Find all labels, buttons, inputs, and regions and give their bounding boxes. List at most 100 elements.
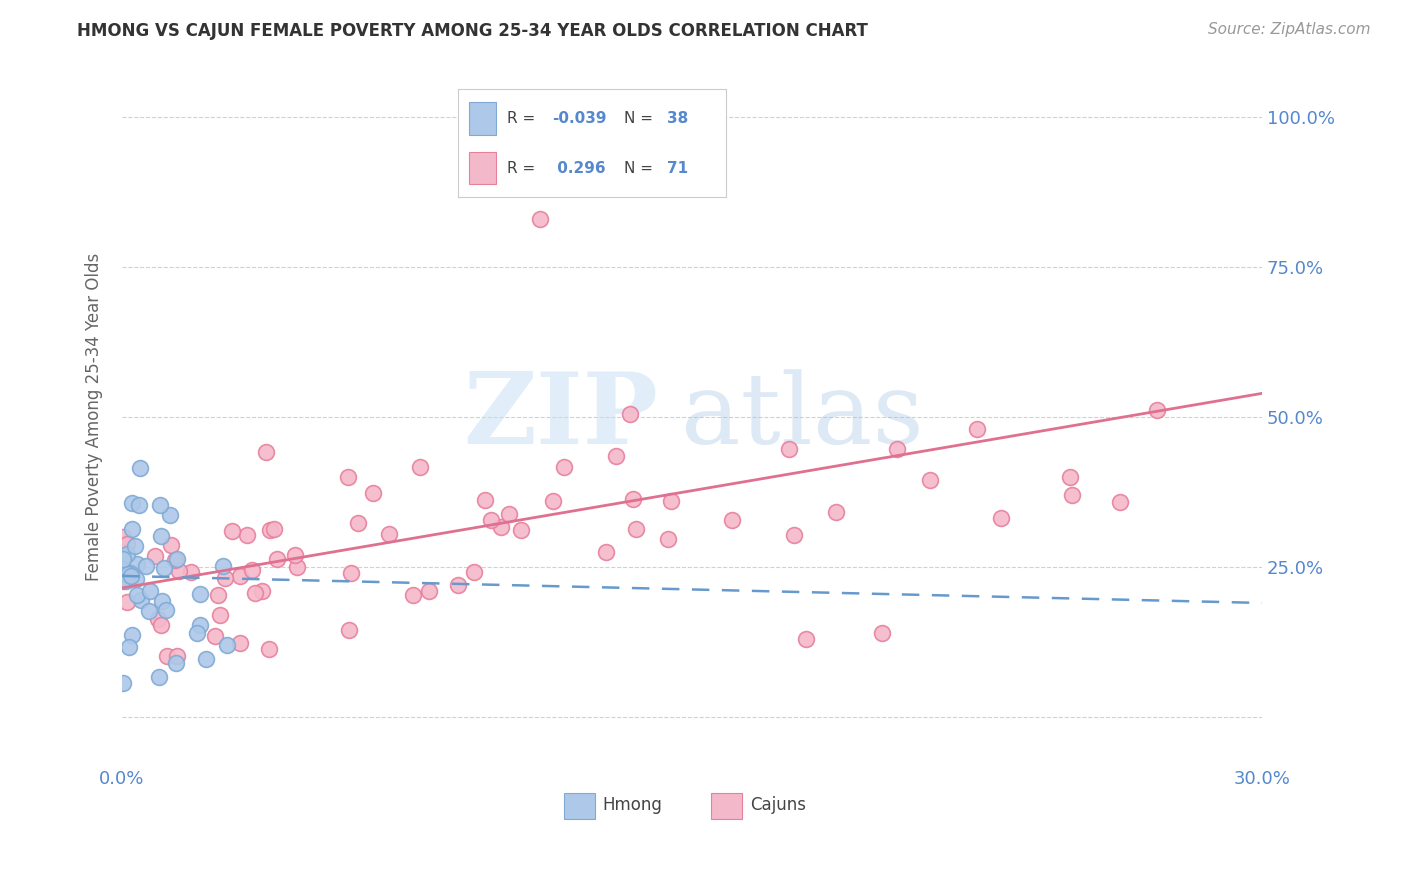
Point <box>148 670 170 684</box>
Point <box>236 528 259 542</box>
Point <box>340 566 363 580</box>
Point <box>337 623 360 637</box>
Point <box>229 569 252 583</box>
Point <box>188 586 211 600</box>
Point <box>779 442 801 457</box>
Point <box>990 511 1012 525</box>
Point <box>120 566 142 581</box>
Point <box>474 492 496 507</box>
Point <box>195 652 218 666</box>
Point <box>721 513 744 527</box>
Point <box>149 528 172 542</box>
Point <box>121 522 143 536</box>
Point <box>112 549 135 563</box>
Point <box>347 516 370 530</box>
Point <box>111 552 134 566</box>
Text: Source: ZipAtlas.com: Source: ZipAtlas.com <box>1208 22 1371 37</box>
Point <box>624 522 647 536</box>
Point <box>266 552 288 566</box>
Point <box>118 640 141 654</box>
Point <box>115 574 138 588</box>
Point <box>1109 495 1132 509</box>
Point <box>621 491 644 506</box>
Point <box>121 496 143 510</box>
Point <box>229 636 252 650</box>
Point <box>153 561 176 575</box>
Point <box>659 494 682 508</box>
Point <box>418 584 440 599</box>
Point <box>117 595 139 609</box>
Point <box>149 499 172 513</box>
Point <box>125 557 148 571</box>
Point <box>250 584 273 599</box>
Text: ZIP: ZIP <box>463 368 658 466</box>
Point <box>378 527 401 541</box>
Point <box>263 522 285 536</box>
Point <box>337 470 360 484</box>
Point <box>447 578 470 592</box>
Point <box>115 537 138 551</box>
Point <box>870 626 893 640</box>
Point <box>783 528 806 542</box>
Point <box>409 460 432 475</box>
Point <box>163 553 186 567</box>
Point <box>498 507 520 521</box>
Point <box>214 571 236 585</box>
Point <box>127 589 149 603</box>
Point <box>188 618 211 632</box>
Point <box>138 603 160 617</box>
Point <box>361 486 384 500</box>
Point <box>402 588 425 602</box>
Point <box>463 566 485 580</box>
Point <box>595 545 617 559</box>
Text: atlas: atlas <box>681 369 924 465</box>
Point <box>257 641 280 656</box>
Point <box>479 513 502 527</box>
Point <box>619 407 641 421</box>
Point <box>285 560 308 574</box>
Point <box>120 569 142 583</box>
Point <box>918 473 941 487</box>
Point <box>186 625 208 640</box>
Point <box>155 603 177 617</box>
Point <box>541 493 564 508</box>
Point <box>180 565 202 579</box>
Point <box>1060 488 1083 502</box>
Point <box>211 558 233 573</box>
Point <box>167 564 190 578</box>
Point <box>215 638 238 652</box>
Point <box>143 549 166 563</box>
Point <box>243 586 266 600</box>
Point <box>112 530 135 544</box>
Point <box>146 612 169 626</box>
Point <box>112 574 135 589</box>
Point <box>128 461 150 475</box>
Point <box>886 442 908 456</box>
Point <box>121 628 143 642</box>
Point <box>150 618 173 632</box>
Point <box>128 498 150 512</box>
Point <box>150 593 173 607</box>
Point <box>166 649 188 664</box>
Point <box>259 523 281 537</box>
Point <box>117 566 139 581</box>
Point <box>529 211 551 226</box>
Point <box>966 422 988 436</box>
Point <box>120 566 142 580</box>
Point <box>166 552 188 566</box>
Point <box>125 572 148 586</box>
Point <box>159 508 181 522</box>
Point <box>115 547 138 561</box>
Point <box>208 607 231 622</box>
Point <box>553 460 575 475</box>
Point <box>825 505 848 519</box>
Point <box>204 629 226 643</box>
Point <box>510 524 533 538</box>
Point <box>221 524 243 538</box>
Point <box>165 656 187 670</box>
Point <box>794 632 817 646</box>
Point <box>124 539 146 553</box>
Text: HMONG VS CAJUN FEMALE POVERTY AMONG 25-34 YEAR OLDS CORRELATION CHART: HMONG VS CAJUN FEMALE POVERTY AMONG 25-3… <box>77 22 869 40</box>
Point <box>129 593 152 607</box>
Y-axis label: Female Poverty Among 25-34 Year Olds: Female Poverty Among 25-34 Year Olds <box>86 252 103 581</box>
